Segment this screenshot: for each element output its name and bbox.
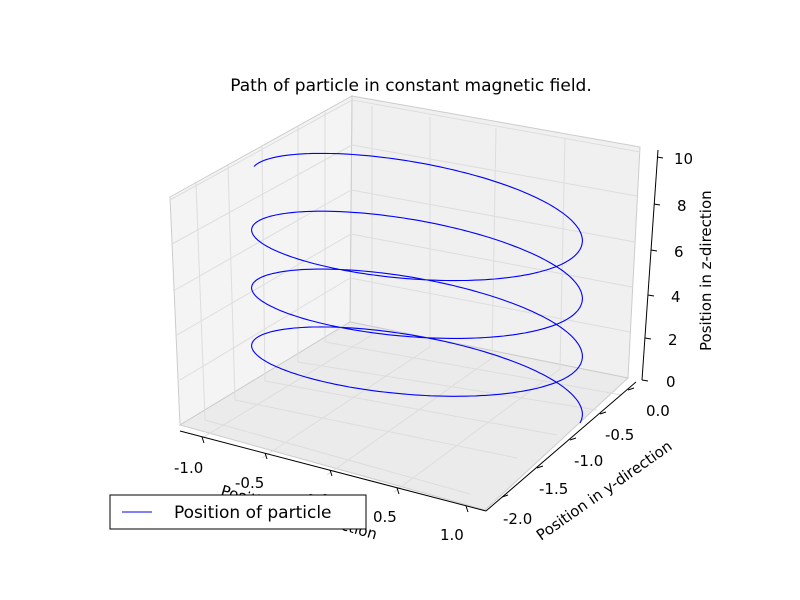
- z-tick-label: 0: [666, 373, 676, 391]
- legend-entry-position-of-particle: Position of particle: [174, 503, 332, 523]
- y-tick-mark: [536, 465, 544, 469]
- x-tick-label: -1.0: [174, 459, 203, 477]
- y-tick-label: -1.0: [574, 452, 603, 470]
- grid-line: [350, 233, 633, 288]
- y-tick-mark: [501, 494, 509, 498]
- grid-line: [264, 380, 558, 436]
- z-tick-label: 2: [668, 331, 678, 349]
- grid-line: [349, 277, 631, 333]
- z-axis-label: Position in z-direction: [697, 190, 715, 351]
- series-line-position-of-particle: [251, 152, 583, 424]
- grid-line: [326, 357, 493, 476]
- x-tick-label: -0.5: [235, 474, 264, 492]
- y-tick-mark: [627, 387, 635, 391]
- z-tick-mark: [656, 156, 664, 159]
- grid-line: [559, 137, 566, 370]
- grid-line: [350, 189, 636, 243]
- grid-line: [174, 189, 352, 291]
- z-tick-mark: [647, 294, 655, 297]
- grid-line: [201, 334, 373, 439]
- legend: Position of particle: [109, 494, 367, 530]
- y-axis-spine: [485, 381, 637, 512]
- x-tick-mark: [465, 505, 469, 513]
- grid-line: [261, 145, 266, 382]
- z-tick-mark: [641, 379, 649, 382]
- grid-line: [179, 277, 351, 381]
- grid-line: [297, 361, 598, 411]
- y-tick-mark: [569, 437, 577, 441]
- x-tick-mark: [201, 436, 205, 444]
- x-tick-mark: [329, 469, 333, 477]
- z-tick-mark: [653, 203, 661, 206]
- chart-title: Path of particle in constant magnetic fi…: [230, 76, 592, 96]
- x-axis-spine: [179, 430, 487, 512]
- z-ticks: 0 2 4 6 8 10: [641, 150, 693, 391]
- z-tick-label: 6: [674, 243, 684, 261]
- grid-line: [324, 341, 623, 396]
- grid-line: [234, 399, 518, 459]
- y-tick-label: -2.0: [503, 510, 532, 528]
- grid-line: [204, 419, 471, 495]
- grid-line: [351, 99, 641, 153]
- grid-line: [169, 99, 353, 201]
- z-tick-mark: [650, 249, 658, 252]
- x-tick-mark: [396, 487, 400, 495]
- legend-box: [109, 494, 367, 530]
- grid-line: [261, 346, 431, 459]
- grid-line: [227, 164, 236, 401]
- y-tick-label: 0.0: [646, 402, 670, 420]
- axes-panes: [169, 95, 641, 511]
- grid-lines: [169, 99, 641, 495]
- x-tick-mark: [264, 452, 268, 460]
- y-tick-label: -0.5: [605, 426, 634, 444]
- z-tick-label: 8: [677, 197, 687, 215]
- y-tick-label: -1.5: [539, 480, 568, 498]
- z-tick-mark: [644, 337, 652, 340]
- x-tick-label: 0.5: [373, 508, 397, 526]
- y-ticks: 0.0 -0.5 -1.0 -1.5 -2.0: [501, 387, 670, 528]
- z-tick-label: 10: [674, 150, 693, 168]
- z-tick-label: 4: [671, 288, 681, 306]
- grid-line: [176, 233, 352, 336]
- grid-line: [351, 144, 638, 197]
- axis-spines: [179, 149, 659, 512]
- grid-line: [171, 144, 353, 245]
- floor-pane: [178, 321, 630, 511]
- z-axis-spine: [641, 149, 659, 381]
- grid-line: [195, 182, 206, 421]
- grid-line: [491, 127, 497, 359]
- y-tick-mark: [599, 411, 607, 415]
- x-tick-label: 1.0: [440, 526, 464, 544]
